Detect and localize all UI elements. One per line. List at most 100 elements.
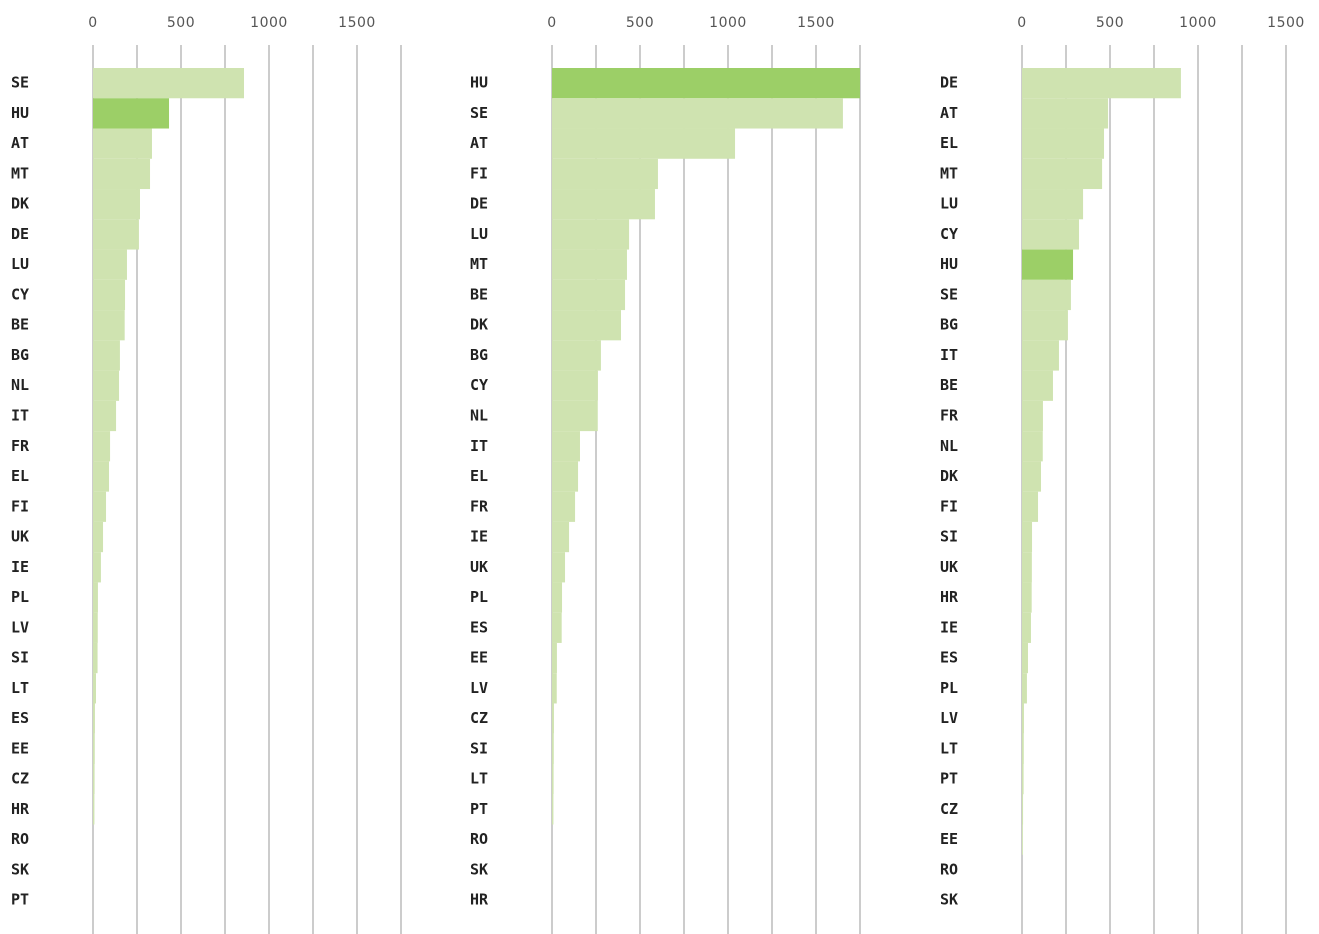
bar [552,642,557,674]
category-label: SK [940,891,958,909]
bar [1022,794,1024,825]
category-label: EL [940,134,958,152]
category-label: FI [940,497,958,515]
bar [93,582,98,613]
category-label: LV [940,709,958,727]
category-label: FI [11,497,29,515]
bar [93,612,98,643]
bar [1022,431,1043,462]
bar [1022,98,1109,129]
bar [1022,158,1103,190]
category-label: NL [470,406,488,424]
category-label: SK [11,860,29,878]
bar [552,370,598,401]
category-label: PL [940,679,958,697]
category-label: PL [11,588,29,606]
bar [1022,68,1181,99]
x-tick-label: 1000 [1179,15,1217,31]
category-label: LV [470,679,488,697]
bar [1022,128,1105,159]
category-label: LU [940,195,958,213]
category-label: CZ [11,770,29,788]
category-label: EL [470,467,488,485]
category-label: RO [11,830,29,848]
category-label: NL [940,437,958,455]
category-label: HU [470,74,488,92]
category-label: ES [940,649,958,667]
bar [1022,612,1031,643]
category-label: DK [940,467,958,485]
category-label: PL [470,588,488,606]
category-label: SK [470,860,488,878]
x-tick-label: 0 [1017,15,1026,31]
bar [93,98,170,129]
bar [1022,370,1053,401]
category-label: DK [470,316,488,334]
category-label: PT [940,770,958,788]
category-label: HR [470,891,489,909]
bar [552,612,562,643]
bar [552,279,626,311]
category-label: HU [11,104,29,122]
category-label: IE [470,528,488,546]
x-tick-label: 1000 [709,15,747,31]
bar [552,219,630,250]
category-label: IT [11,406,29,424]
category-label: UK [11,528,29,546]
category-label: EL [11,467,29,485]
category-label: SI [470,739,488,757]
bar [552,461,579,492]
bar [93,219,139,250]
category-label: EE [940,830,958,848]
bar [552,340,601,371]
bar [552,491,576,522]
bar [93,158,151,190]
category-label: IT [470,437,488,455]
category-label: HR [11,800,30,818]
bar [93,189,140,220]
category-label: MT [11,164,29,182]
category-label: UK [940,558,958,576]
category-label: EE [470,649,488,667]
category-label: FI [470,164,488,182]
bar [93,552,101,583]
bar [1022,461,1042,492]
bar [552,431,580,462]
x-tick-label: 0 [88,15,97,31]
category-label: MT [940,164,958,182]
bar [93,673,96,704]
category-label: BE [11,316,29,334]
bar [1022,249,1074,280]
bar [93,68,245,99]
bar [552,249,627,280]
category-label: FR [11,437,30,455]
bar [93,431,111,462]
category-label: DE [940,74,958,92]
category-label: SE [11,74,29,92]
bar [1022,763,1024,795]
category-label: MT [470,255,488,273]
category-label: FR [470,497,489,515]
bar [1022,733,1024,764]
bar [552,128,736,159]
category-label: BE [470,285,488,303]
bar [93,370,120,401]
bar [93,400,117,432]
bar [552,794,554,825]
bar [1022,189,1084,220]
category-label: LU [11,255,29,273]
x-tick-label: 500 [167,15,195,31]
x-tick-label: 0 [547,15,556,31]
category-label: IE [11,558,29,576]
bar [93,703,95,734]
x-tick-label: 500 [1096,15,1124,31]
x-tick-label: 500 [626,15,654,31]
bar [552,68,860,99]
bar [93,310,125,341]
x-tick-label: 1500 [797,15,835,31]
bar [93,340,120,371]
bar [1022,521,1033,553]
bar [93,794,95,825]
category-label: RO [470,830,488,848]
category-label: SI [11,649,29,667]
